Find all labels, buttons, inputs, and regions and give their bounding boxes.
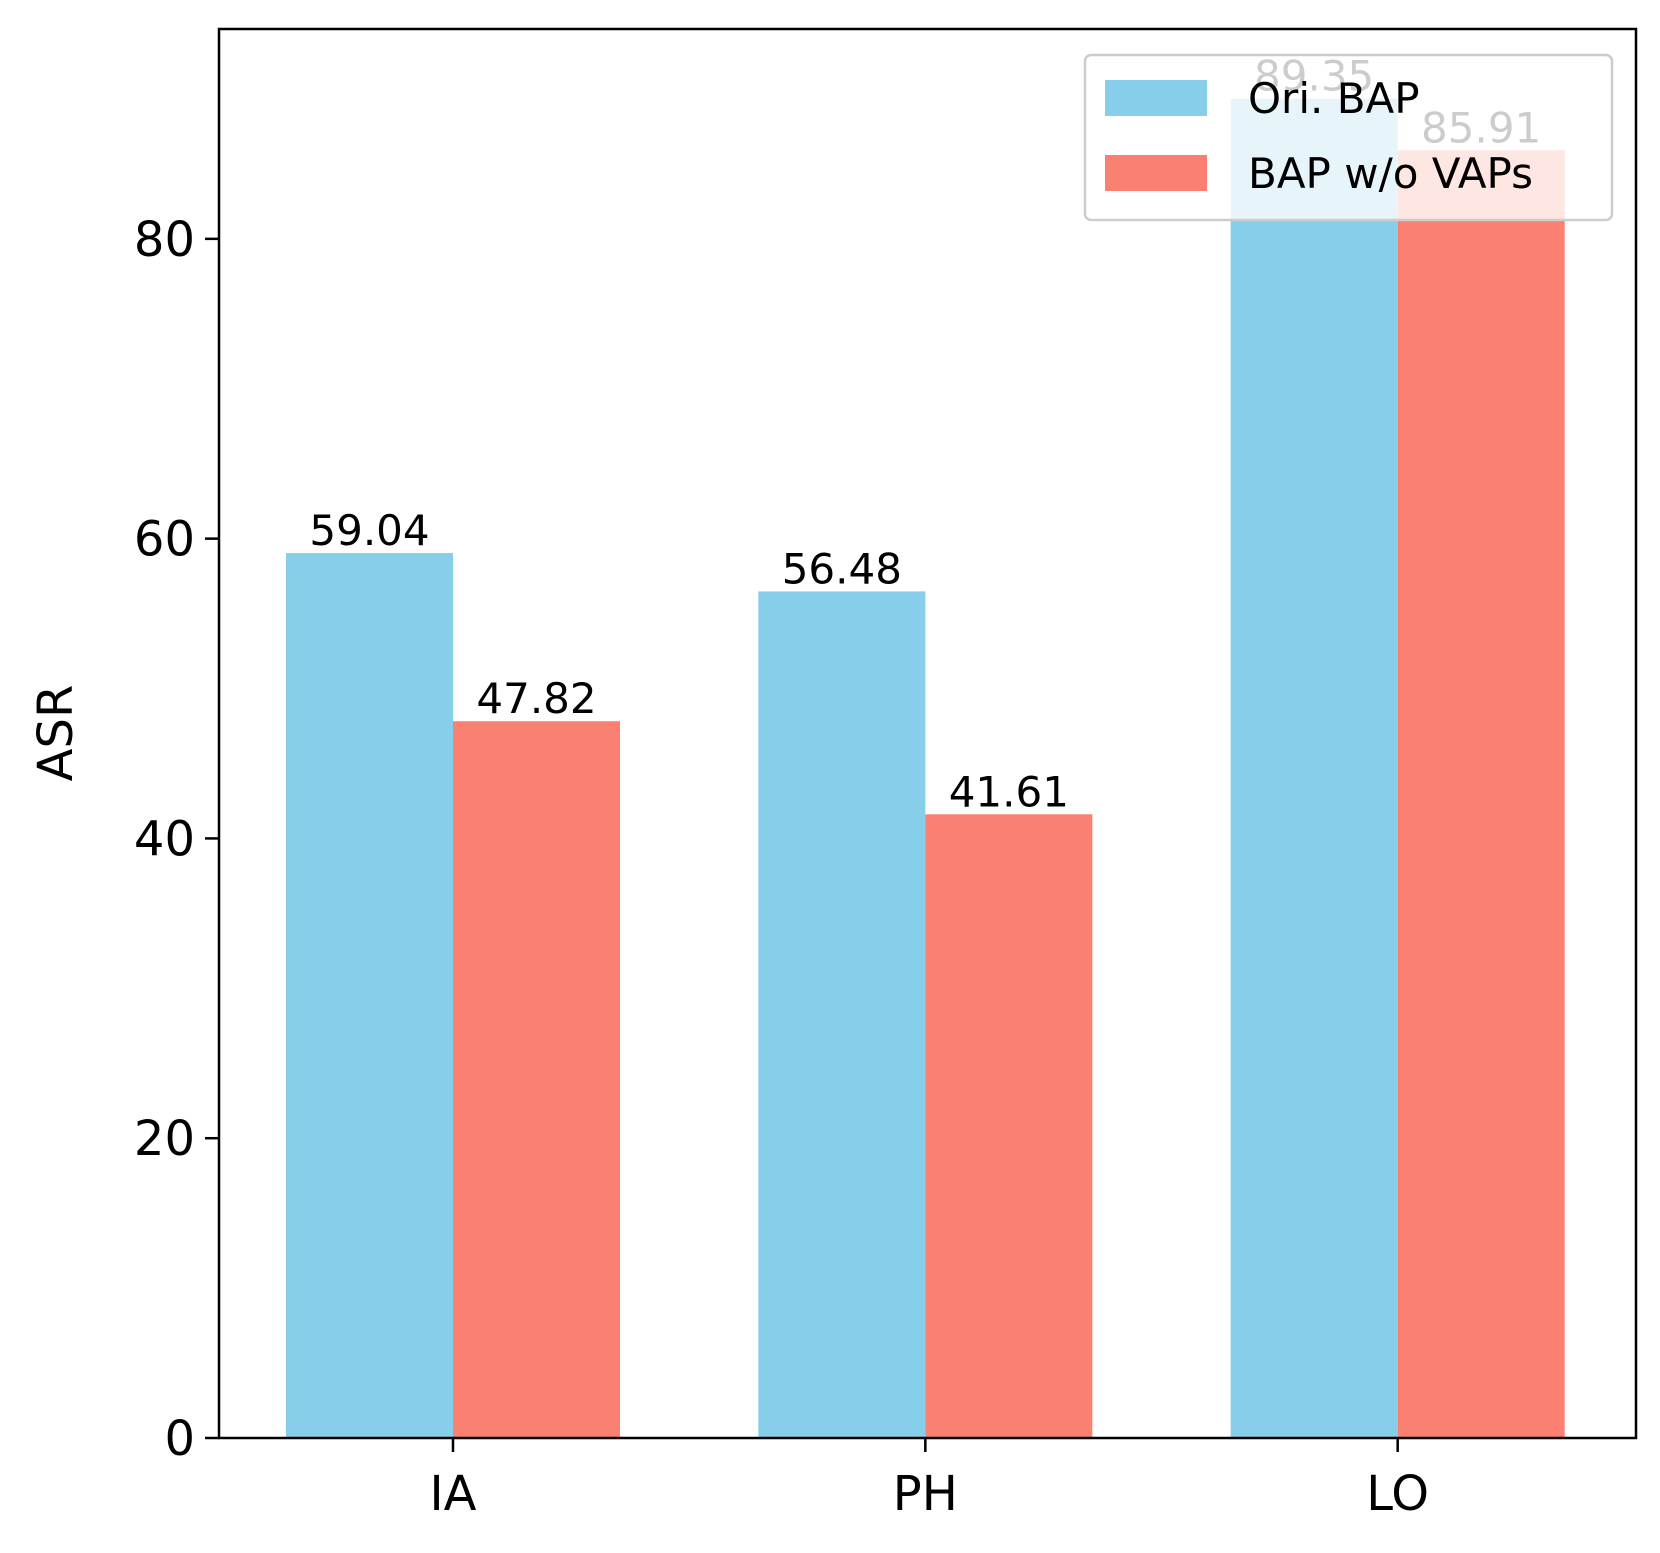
y-axis: 0 20 40 60 80 [134, 212, 219, 1467]
bar-lo-series-1 [1230, 98, 1398, 1438]
value-label-ph-series-2: 41.61 [949, 767, 1069, 816]
bar-lo-series-2 [1397, 150, 1565, 1439]
bar-ia-series-1 [286, 553, 453, 1438]
legend-swatch-ori-bap [1105, 80, 1207, 116]
bar-ia-series-2 [453, 721, 620, 1438]
bar-ph-series-2 [925, 814, 1093, 1438]
x-axis: IA PH LO [430, 1438, 1429, 1522]
bar-ph-series-1 [758, 591, 926, 1438]
y-tick-label-0: 0 [164, 1411, 195, 1467]
value-label-ia-series-1: 59.04 [309, 506, 429, 555]
legend-label-bap-wo-vaps: BAP w/o VAPs [1248, 149, 1533, 198]
bars-layer [286, 98, 1565, 1439]
y-axis-label: ASR [28, 685, 84, 782]
x-tick-label-ph: PH [893, 1466, 958, 1522]
legend: Ori. BAP BAP w/o VAPs [1083, 53, 1614, 222]
plot-frame [217, 27, 1638, 1440]
x-tick-label-ia: IA [430, 1466, 477, 1522]
y-tick-label-20: 20 [134, 1111, 195, 1167]
y-tick-label-80: 80 [134, 212, 195, 268]
legend-swatch-bap-wo-vaps [1105, 155, 1207, 191]
legend-box [1083, 53, 1614, 222]
y-tick-label-40: 40 [134, 811, 195, 867]
value-label-ph-series-1: 56.48 [782, 544, 902, 593]
y-tick-label-60: 60 [134, 512, 195, 568]
value-label-ia-series-2: 47.82 [476, 674, 596, 723]
legend-label-ori-bap: Ori. BAP [1248, 74, 1420, 123]
x-tick-label-lo: LO [1366, 1466, 1429, 1522]
